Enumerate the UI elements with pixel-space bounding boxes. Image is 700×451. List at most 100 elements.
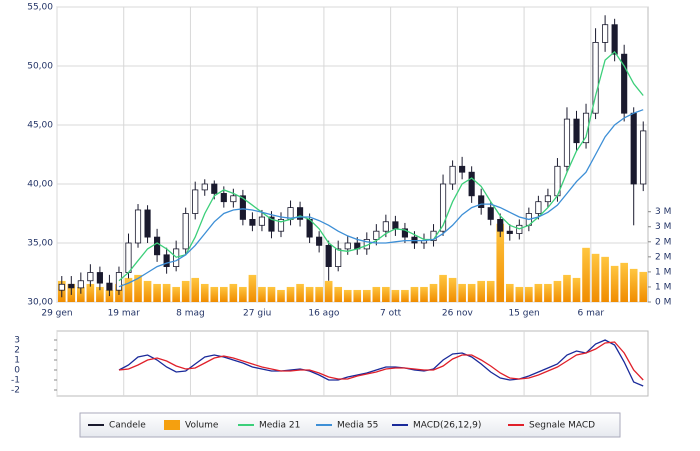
y-tick-label: -2	[11, 386, 20, 396]
volume-bar	[305, 286, 314, 302]
y2-tick-label: 1 M	[655, 267, 671, 277]
volume-bar	[353, 289, 362, 302]
y-tick-label: 45,00	[27, 121, 53, 131]
volume-bar	[267, 286, 276, 302]
volume-bar	[620, 262, 628, 302]
volume-bar	[525, 286, 533, 302]
volume-bar	[477, 280, 485, 302]
volume-bar	[324, 280, 333, 302]
candle-body	[335, 248, 342, 267]
y2-tick-label: 1 M	[655, 282, 671, 292]
volume-bar	[467, 283, 476, 302]
candle-body	[611, 24, 618, 55]
volume-bar	[181, 280, 190, 302]
volume-bar	[77, 286, 85, 302]
volume-bar	[639, 271, 648, 302]
volume-bar	[601, 256, 609, 302]
candle-body	[58, 283, 65, 291]
candle-body	[602, 24, 609, 43]
volume-bar	[143, 280, 152, 302]
y-tick-label: 30,00	[27, 298, 53, 308]
volume-bar	[429, 283, 438, 302]
legend-label: Candele	[109, 421, 146, 431]
candle-body	[106, 282, 113, 291]
candle-body	[487, 207, 494, 220]
volume-bar	[248, 274, 257, 302]
x-tick-label: 15 gen	[508, 309, 539, 319]
volume-bar	[334, 286, 343, 302]
line-series	[118, 339, 644, 387]
volume-bar	[420, 286, 428, 302]
volume-bar	[410, 286, 419, 302]
y-tick-label: 40,00	[27, 180, 53, 190]
candle-body	[506, 230, 513, 234]
candle-body	[344, 242, 351, 250]
x-tick-label: 26 nov	[442, 309, 474, 319]
legend-label: Media 21	[259, 421, 300, 431]
legend-label: Segnale MACD	[529, 421, 595, 431]
candle-body	[459, 165, 466, 173]
candle-body	[239, 195, 246, 220]
candle-body	[439, 183, 447, 232]
candle-body	[592, 42, 599, 114]
x-tick-label: 7 ott	[380, 309, 402, 319]
y-tick-label: 1	[14, 356, 20, 366]
candle-body	[154, 236, 161, 256]
volume-bar	[286, 286, 295, 302]
candle-body	[163, 254, 170, 268]
volume-bar	[153, 283, 161, 302]
volume-bar	[544, 283, 552, 302]
candle-body	[230, 195, 237, 203]
candle-body	[325, 244, 332, 268]
candle-body	[192, 189, 199, 214]
y2-tick-label: 0 M	[655, 298, 671, 308]
volume-bar	[239, 286, 247, 302]
volume-bar	[382, 286, 390, 302]
volume-bar	[505, 283, 514, 302]
candle-body	[373, 230, 380, 240]
candle-body	[573, 118, 580, 144]
volume-bar	[277, 289, 285, 302]
legend-label: Volume	[185, 421, 219, 431]
y-tick-label: 2	[14, 346, 20, 356]
volume-bar	[96, 286, 104, 302]
candle-body	[297, 207, 304, 220]
legend-label: MACD(26,12,9)	[413, 421, 481, 431]
volume-bar	[134, 274, 142, 302]
candle-body	[268, 216, 275, 232]
line-series	[118, 50, 644, 282]
y-tick-label: 3	[14, 336, 20, 346]
candle-body	[535, 201, 542, 214]
volume-bar	[191, 277, 200, 302]
volume-bar	[162, 283, 171, 302]
volume-bar	[210, 286, 219, 302]
volume-bar	[220, 286, 228, 302]
line-series	[118, 341, 644, 381]
candle-body	[68, 283, 75, 289]
candle-body	[630, 112, 637, 185]
volume-bar	[315, 286, 323, 302]
candle-body	[96, 272, 103, 284]
volume-bar	[200, 283, 209, 302]
x-tick-label: 8 mag	[176, 309, 205, 319]
volume-bar	[496, 223, 505, 302]
candle-body	[478, 195, 485, 209]
volume-bar	[372, 286, 381, 302]
x-tick-label: 16 ago	[308, 309, 340, 319]
macd-panel	[56, 330, 649, 397]
volume-bar	[486, 280, 495, 302]
y2-tick-label: 2 M	[655, 237, 671, 247]
candle-body	[621, 53, 628, 114]
candle-body	[87, 272, 94, 282]
candle-body	[563, 118, 571, 167]
volume-bar	[172, 286, 180, 302]
candle-body	[115, 272, 123, 291]
volume-bar	[553, 280, 562, 302]
candle-body	[277, 218, 285, 232]
y-tick-label: 55,00	[27, 3, 53, 13]
x-tick-label: 29 gen	[41, 309, 72, 319]
volume-bar	[86, 283, 95, 302]
volume-bar	[343, 289, 352, 302]
candle-body	[258, 216, 266, 226]
y-tick-label: 35,00	[27, 239, 53, 249]
